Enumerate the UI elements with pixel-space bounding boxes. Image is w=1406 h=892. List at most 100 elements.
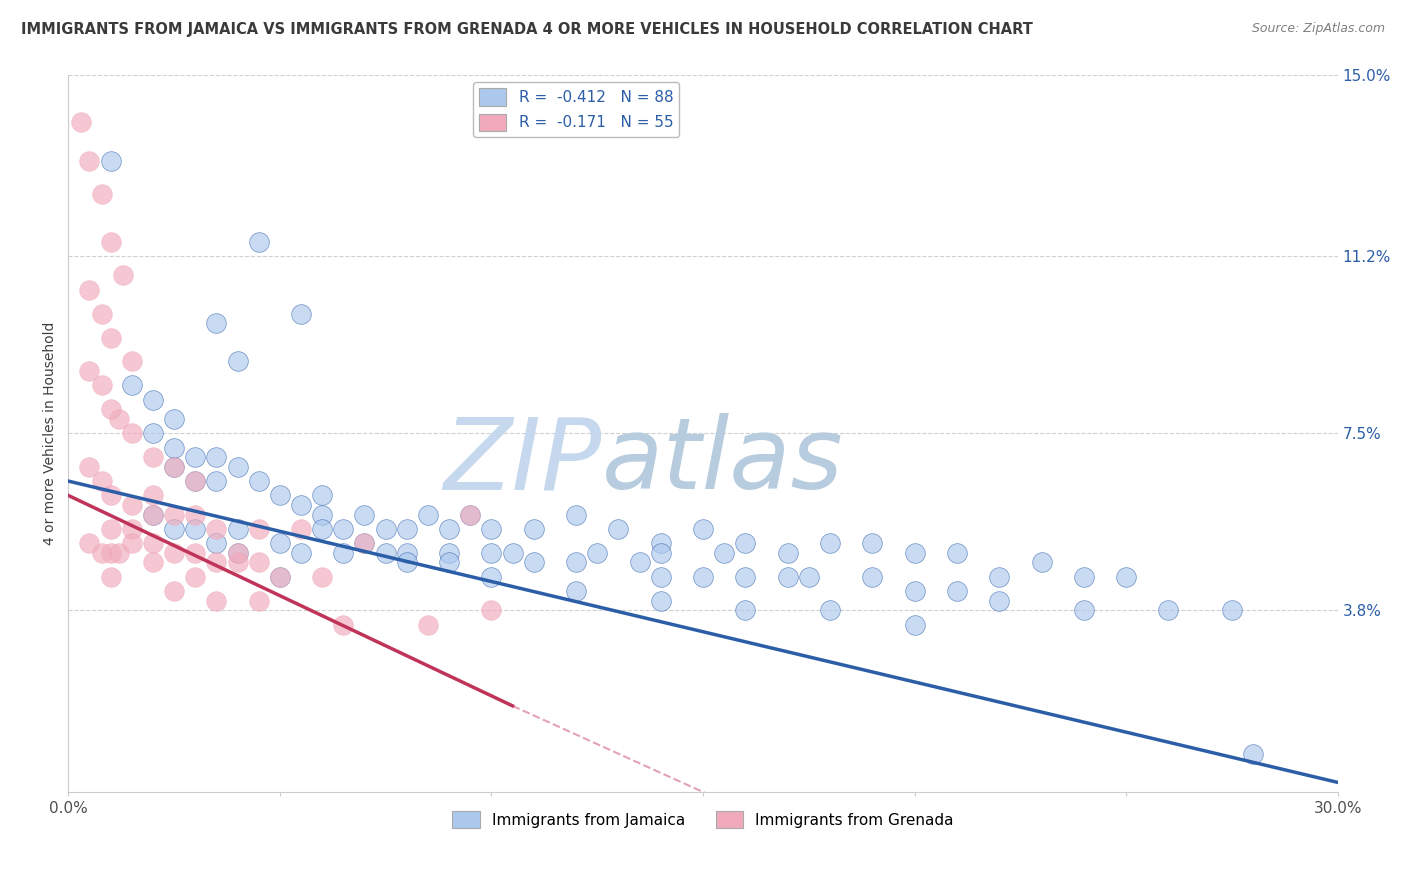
Point — [226, 354, 249, 368]
Point — [776, 546, 799, 560]
Point — [121, 426, 143, 441]
Point — [1073, 570, 1095, 584]
Point — [416, 508, 439, 522]
Point — [458, 508, 481, 522]
Point — [713, 546, 735, 560]
Point — [100, 402, 122, 417]
Text: ZIP: ZIP — [443, 413, 602, 510]
Point — [163, 459, 186, 474]
Point — [1115, 570, 1137, 584]
Point — [269, 570, 291, 584]
Point — [734, 570, 756, 584]
Point — [290, 522, 312, 536]
Point — [481, 522, 503, 536]
Point — [163, 508, 186, 522]
Point — [692, 570, 714, 584]
Point — [860, 536, 883, 550]
Point — [100, 522, 122, 536]
Point — [374, 546, 396, 560]
Point — [247, 555, 270, 569]
Point — [184, 508, 207, 522]
Point — [184, 546, 207, 560]
Point — [100, 570, 122, 584]
Point — [692, 522, 714, 536]
Point — [163, 584, 186, 599]
Point — [247, 474, 270, 488]
Point — [523, 555, 546, 569]
Point — [163, 412, 186, 426]
Point — [79, 283, 101, 297]
Point — [163, 441, 186, 455]
Point — [565, 508, 588, 522]
Point — [903, 584, 925, 599]
Point — [163, 459, 186, 474]
Point — [818, 536, 841, 550]
Point — [121, 522, 143, 536]
Point — [184, 474, 207, 488]
Point — [121, 378, 143, 392]
Point — [332, 546, 354, 560]
Legend: Immigrants from Jamaica, Immigrants from Grenada: Immigrants from Jamaica, Immigrants from… — [446, 805, 960, 835]
Point — [79, 153, 101, 168]
Point — [142, 508, 165, 522]
Point — [100, 330, 122, 344]
Point — [988, 593, 1011, 607]
Point — [946, 546, 969, 560]
Point — [565, 584, 588, 599]
Point — [100, 235, 122, 249]
Point — [290, 498, 312, 512]
Point — [70, 115, 93, 129]
Text: atlas: atlas — [602, 413, 844, 510]
Point — [395, 522, 418, 536]
Point — [628, 555, 651, 569]
Point — [269, 536, 291, 550]
Point — [184, 570, 207, 584]
Point — [91, 546, 114, 560]
Point — [311, 570, 333, 584]
Point — [565, 555, 588, 569]
Point — [437, 522, 460, 536]
Point — [269, 570, 291, 584]
Point — [205, 555, 228, 569]
Point — [860, 570, 883, 584]
Point — [1157, 603, 1180, 617]
Point — [1241, 747, 1264, 761]
Point — [818, 603, 841, 617]
Point — [290, 307, 312, 321]
Point — [247, 593, 270, 607]
Point — [734, 603, 756, 617]
Point — [903, 617, 925, 632]
Point — [184, 522, 207, 536]
Point — [481, 546, 503, 560]
Point — [290, 546, 312, 560]
Point — [142, 392, 165, 407]
Point — [650, 593, 672, 607]
Point — [226, 459, 249, 474]
Point — [353, 536, 375, 550]
Point — [332, 617, 354, 632]
Point — [311, 508, 333, 522]
Point — [142, 450, 165, 465]
Point — [650, 536, 672, 550]
Point — [205, 316, 228, 330]
Point — [205, 536, 228, 550]
Point — [163, 522, 186, 536]
Point — [650, 570, 672, 584]
Point — [311, 522, 333, 536]
Point — [311, 488, 333, 502]
Point — [1031, 555, 1053, 569]
Point — [100, 546, 122, 560]
Point — [481, 603, 503, 617]
Point — [100, 488, 122, 502]
Point — [437, 555, 460, 569]
Point — [1073, 603, 1095, 617]
Point — [247, 522, 270, 536]
Point — [353, 508, 375, 522]
Point — [650, 546, 672, 560]
Point — [163, 546, 186, 560]
Point — [502, 546, 524, 560]
Point — [437, 546, 460, 560]
Point — [946, 584, 969, 599]
Point — [108, 546, 131, 560]
Point — [205, 450, 228, 465]
